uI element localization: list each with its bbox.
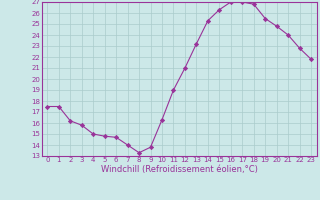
X-axis label: Windchill (Refroidissement éolien,°C): Windchill (Refroidissement éolien,°C) — [101, 165, 258, 174]
